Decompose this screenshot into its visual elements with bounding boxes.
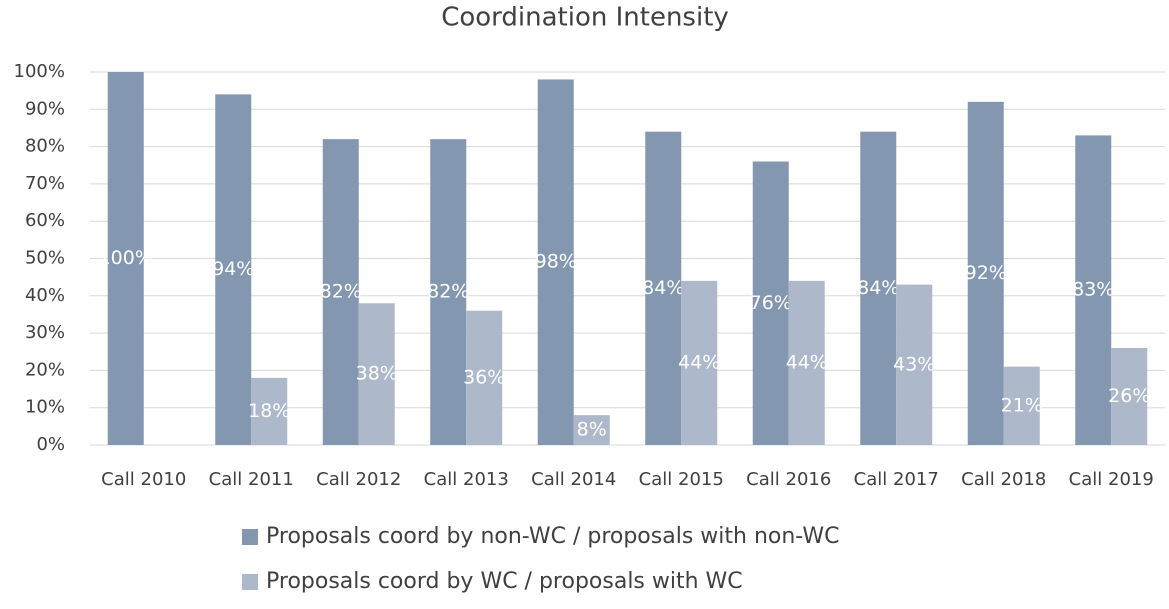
y-tick-label: 50% xyxy=(25,248,65,269)
y-tick-label: 80% xyxy=(25,136,65,157)
data-label: 100% xyxy=(99,247,153,269)
data-label: 84% xyxy=(642,277,684,299)
bar xyxy=(860,131,897,445)
bar xyxy=(1075,135,1112,445)
bar xyxy=(430,139,467,445)
bar xyxy=(645,131,682,445)
data-label: 38% xyxy=(356,363,398,385)
y-tick-label: 30% xyxy=(25,322,65,343)
x-tick-label: Call 2016 xyxy=(746,469,831,490)
x-tick-label: Call 2015 xyxy=(639,469,724,490)
bar xyxy=(215,94,252,445)
y-tick-label: 40% xyxy=(25,285,65,306)
bar xyxy=(788,280,825,445)
x-tick-label: Call 2012 xyxy=(316,469,401,490)
x-tick-label: Call 2013 xyxy=(424,469,509,490)
x-tick-label: Call 2014 xyxy=(531,469,616,490)
bar xyxy=(681,280,718,445)
bar xyxy=(1003,366,1040,445)
bar xyxy=(251,377,288,445)
data-label: 84% xyxy=(857,277,899,299)
data-label: 18% xyxy=(248,400,290,422)
y-tick-label: 70% xyxy=(25,173,65,194)
bar xyxy=(466,310,503,445)
x-tick-label: Call 2019 xyxy=(1069,469,1154,490)
bar xyxy=(573,415,610,445)
data-label: 76% xyxy=(750,292,792,314)
x-tick-label: Call 2010 xyxy=(101,469,186,490)
x-tick-label: Call 2017 xyxy=(854,469,939,490)
bar xyxy=(1111,348,1148,445)
data-label: 94% xyxy=(212,258,254,280)
data-label: 82% xyxy=(320,281,362,303)
bar xyxy=(537,79,574,446)
data-label: 83% xyxy=(1072,279,1114,301)
y-tick-label: 90% xyxy=(25,98,65,119)
chart-title: Coordination Intensity xyxy=(441,3,729,33)
data-label: 26% xyxy=(1108,385,1150,407)
data-label: 44% xyxy=(678,351,720,373)
bar xyxy=(358,303,395,445)
data-label: 43% xyxy=(893,353,935,375)
bar xyxy=(896,284,933,445)
data-label: 44% xyxy=(786,351,828,373)
y-tick-label: 20% xyxy=(25,359,65,380)
bar xyxy=(752,161,789,445)
legend-swatch xyxy=(242,529,258,545)
data-label: 82% xyxy=(427,281,469,303)
legend-label: Proposals coord by non-WC / proposals wi… xyxy=(266,524,839,549)
data-label: 36% xyxy=(463,366,505,388)
data-label: 92% xyxy=(965,262,1007,284)
x-tick-label: Call 2018 xyxy=(961,469,1046,490)
y-tick-label: 60% xyxy=(25,210,65,231)
y-tick-label: 0% xyxy=(36,434,65,455)
y-tick-label: 10% xyxy=(25,397,65,418)
data-label: 8% xyxy=(577,419,607,441)
bar xyxy=(967,101,1004,445)
bar xyxy=(107,72,144,445)
legend-label: Proposals coord by WC / proposals with W… xyxy=(266,569,743,594)
bar xyxy=(322,139,359,445)
legend-swatch xyxy=(242,574,258,590)
data-label: 98% xyxy=(535,251,577,273)
data-label: 21% xyxy=(1001,394,1043,416)
y-tick-label: 100% xyxy=(14,61,65,82)
x-tick-label: Call 2011 xyxy=(209,469,294,490)
